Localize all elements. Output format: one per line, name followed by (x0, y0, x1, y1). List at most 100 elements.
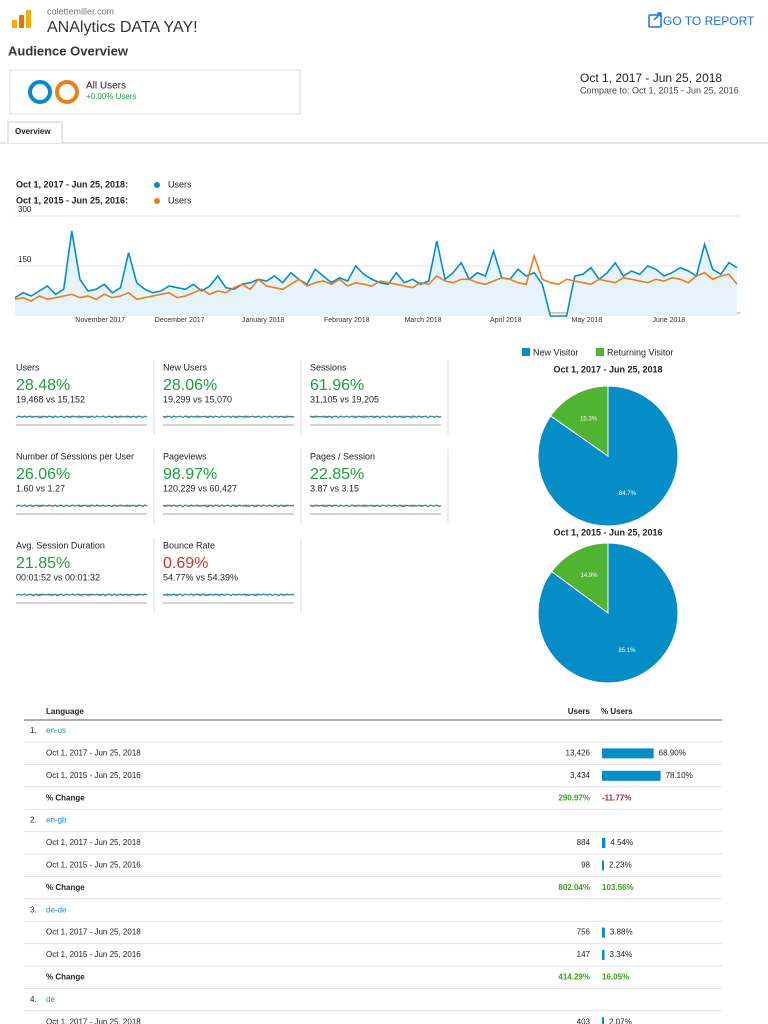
users-value: 98 (581, 861, 590, 870)
legend-label: Returning Visitor (607, 347, 673, 357)
metric-compare: 31,105 vs 19,205 (310, 394, 379, 404)
share-bar (602, 770, 661, 781)
series-area (15, 231, 737, 316)
compare-range: Compare to: Oct 1, 2015 - Jun 25, 2016 (580, 85, 739, 95)
share-value: 2.07% (609, 1017, 632, 1024)
column-header: Language (46, 707, 84, 716)
change-users: 414.29% (558, 973, 590, 982)
legend-dot (154, 198, 160, 204)
metric-change: 28.06% (163, 377, 217, 394)
legend-period: Oct 1, 2015 - Jun 25, 2016: (16, 195, 128, 205)
users-value: 3,434 (570, 771, 591, 780)
legend-label: New Visitor (533, 347, 578, 357)
metric-compare: 00:01:52 vs 00:01:32 (16, 572, 100, 582)
row-index: 3. (30, 905, 37, 914)
language-link[interactable]: en-gb (46, 816, 67, 825)
x-tick-label: June 2018 (653, 317, 686, 324)
legend-swatch (522, 348, 530, 356)
users-value: 147 (577, 950, 591, 959)
logo (12, 10, 31, 28)
go-to-report[interactable]: GO TO REPORT (648, 12, 755, 28)
row-index: 1. (30, 726, 37, 735)
segment-icon (55, 80, 79, 104)
sparkline (309, 504, 442, 508)
metric-name: Pageviews (163, 451, 207, 461)
metric-compare: 1.60 vs 1.27 (16, 483, 65, 493)
x-tick-label: December 2017 (155, 317, 205, 324)
row-label: Oct 1, 2015 - Jun 25, 2016 (46, 771, 141, 780)
change-label: % Change (46, 793, 85, 802)
share-value: 3.34% (610, 950, 633, 959)
go-to-report-link[interactable]: GO TO REPORT (663, 14, 755, 28)
pie-label: 15.3% (580, 416, 598, 422)
sparkline (162, 504, 295, 508)
pie-label: 84.7% (619, 491, 637, 497)
date-range: Oct 1, 2017 - Jun 25, 2018 (580, 71, 722, 85)
users-value: 13,426 (566, 749, 591, 758)
sparkline (309, 415, 442, 419)
pie-title: Oct 1, 2015 - Jun 25, 2016 (553, 527, 662, 537)
pie-label: 85.1% (618, 648, 636, 654)
share-value: 3.88% (610, 928, 633, 937)
metric-name: Bounce Rate (163, 540, 215, 550)
metric-name: Pages / Session (310, 451, 375, 461)
sparkline (15, 504, 148, 508)
metric-change: 0.69% (163, 555, 208, 572)
metric-compare: 19,299 vs 15,070 (163, 394, 232, 404)
metric-name: Sessions (310, 362, 347, 372)
share-bar (602, 860, 604, 871)
x-tick-label: April 2018 (490, 317, 522, 324)
segment-box (9, 69, 301, 115)
share-value: 78.10% (666, 771, 693, 780)
x-tick-label: February 2018 (324, 317, 370, 324)
change-label: % Change (46, 973, 85, 982)
legend-period: Oct 1, 2017 - Jun 25, 2018: (16, 179, 128, 189)
tab-label[interactable]: Overview (15, 127, 51, 136)
pie-slice (550, 542, 609, 614)
users-value: 884 (577, 838, 591, 847)
row-label: Oct 1, 2015 - Jun 25, 2016 (46, 950, 141, 959)
metric-change: 22.85% (310, 466, 364, 483)
tab[interactable] (7, 121, 63, 143)
share-value: 4.54% (610, 838, 633, 847)
report-title: ANAlytics DATA YAY! (47, 19, 198, 36)
change-users: 802.04% (558, 883, 590, 892)
pie-title: Oct 1, 2017 - Jun 25, 2018 (553, 364, 662, 374)
language-link[interactable]: de-de (46, 905, 67, 914)
metric-change: 21.85% (16, 555, 70, 572)
row-index: 2. (30, 816, 37, 825)
sparkline (162, 593, 295, 597)
share-bar (602, 838, 606, 848)
change-share: -11.77% (602, 793, 631, 802)
x-tick-label: January 2018 (242, 317, 285, 324)
metric-name: New Users (163, 362, 208, 372)
row-label: Oct 1, 2017 - Jun 25, 2018 (46, 1017, 141, 1024)
pie-slice (549, 385, 609, 457)
x-tick-label: November 2017 (75, 317, 125, 324)
sparkline (15, 504, 148, 508)
series-line (14, 253, 738, 302)
x-tick-label: March 2018 (405, 317, 442, 324)
section-title: Audience Overview (8, 43, 129, 58)
change-label: % Change (46, 883, 85, 892)
language-link[interactable]: en-us (46, 726, 66, 735)
metric-change: 98.97% (163, 466, 217, 483)
column-header: % Users (601, 707, 633, 716)
share-bar (602, 1017, 604, 1024)
language-link[interactable]: de (46, 995, 55, 1004)
metric-change: 28.48% (16, 377, 70, 394)
segment-name: All Users (86, 81, 126, 92)
metric-compare: 19,468 vs 15,152 (16, 394, 85, 404)
site-name: colettemiller.com (47, 6, 114, 16)
row-label: Oct 1, 2017 - Jun 25, 2018 (46, 749, 141, 758)
metric-name: Avg. Session Duration (16, 540, 105, 550)
users-value: 403 (577, 1017, 591, 1024)
sparkline (15, 415, 148, 419)
share-value: 68.90% (659, 749, 686, 758)
segment-change: +0.00% Users (86, 92, 136, 101)
change-share: 16.05% (602, 973, 629, 982)
column-header: Users (568, 707, 591, 716)
segment-icon (28, 80, 52, 104)
legend-label: Users (168, 179, 192, 189)
